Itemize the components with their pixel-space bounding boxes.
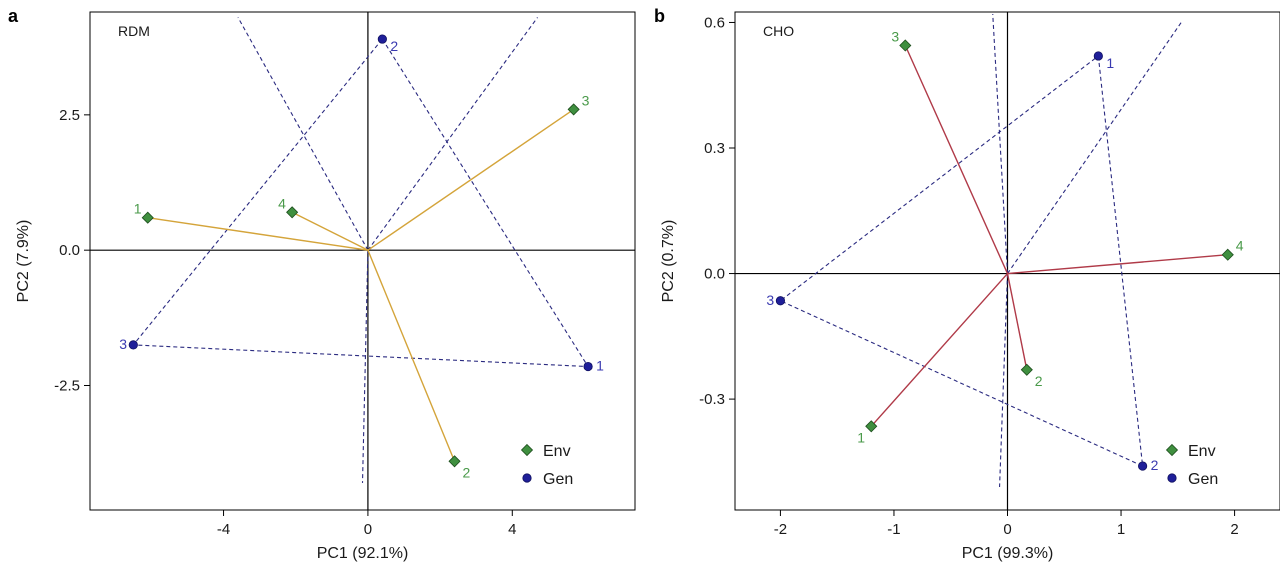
y-axis-label: PC2 (7.9%) — [15, 220, 32, 303]
env-label: 3 — [582, 92, 590, 108]
x-tick-label: 1 — [1117, 521, 1125, 538]
gen-label: 3 — [766, 292, 774, 308]
legend-gen-label: Gen — [1188, 471, 1218, 488]
x-tick-label: -4 — [217, 521, 230, 538]
legend-gen-marker — [522, 473, 532, 483]
sector-ray — [1007, 22, 1182, 274]
env-vector — [367, 108, 575, 251]
x-tick-label: -1 — [887, 521, 900, 538]
sector-ray — [999, 273, 1009, 488]
env-point — [567, 103, 580, 116]
sector-ray — [992, 14, 1009, 274]
env-vector — [870, 273, 1009, 427]
env-point — [448, 455, 461, 468]
x-tick-label: 2 — [1230, 521, 1238, 538]
x-tick-label: 0 — [1003, 521, 1011, 538]
env-vector — [1007, 254, 1228, 275]
y-tick-label: -2.5 — [54, 378, 80, 395]
sector-ray — [237, 17, 369, 251]
env-vector — [1006, 273, 1028, 370]
y-tick-label: 0.0 — [704, 266, 725, 283]
env-vector — [904, 45, 1009, 274]
panel-b: CHO -2 -1 0 1 2 -0.3 0.0 0.3 0.6 PC1 (99.3%) PC2 (0… — [660, 11, 1280, 562]
plot-frame — [89, 11, 636, 511]
legend-gen-label: Gen — [543, 471, 573, 488]
panel-letter-a: a — [8, 6, 19, 26]
gen-point — [583, 361, 593, 372]
sector-ray — [361, 250, 369, 483]
env-label: 1 — [134, 201, 142, 217]
env-point — [865, 420, 878, 433]
env-label: 2 — [463, 464, 471, 480]
gen-label: 1 — [1106, 55, 1114, 71]
panel-a: RDM -4 0 4 -2.5 0.0 2.5 PC1 (92.1%) PC2 (7.9%) 1 2… — [15, 11, 636, 562]
chart-title: RDM — [118, 23, 150, 39]
x-axis-label: PC1 (92.1%) — [317, 545, 409, 562]
legend-env-marker — [520, 443, 534, 457]
gen-label: 1 — [596, 358, 604, 374]
gen-point — [1093, 51, 1103, 61]
y-tick-label: 0.6 — [704, 14, 725, 31]
y-axis-label: PC2 (0.7%) — [660, 220, 677, 303]
env-label: 3 — [891, 28, 899, 44]
env-label: 4 — [1236, 238, 1244, 254]
legend-env-label: Env — [543, 443, 571, 460]
env-vector — [367, 249, 456, 462]
gen-label: 3 — [119, 336, 127, 352]
x-axis-label: PC1 (99.3%) — [962, 545, 1054, 562]
legend-env-label: Env — [1188, 443, 1216, 460]
sector-ray — [367, 17, 538, 251]
env-point — [141, 211, 154, 224]
x-tick-label: 0 — [364, 521, 372, 538]
chart-title: CHO — [763, 23, 794, 39]
y-tick-label: 0.0 — [59, 242, 80, 259]
env-label: 1 — [857, 429, 865, 445]
gen-point — [1138, 461, 1148, 471]
gen-point — [377, 34, 387, 44]
y-tick-label: 0.3 — [704, 140, 725, 157]
genotype-polygon — [132, 38, 590, 368]
env-vector — [147, 217, 369, 251]
env-point — [899, 39, 912, 52]
env-point — [1221, 248, 1234, 261]
legend-env-marker — [1165, 443, 1179, 457]
panel-letter-b: b — [654, 6, 665, 26]
x-tick-label: 4 — [508, 521, 516, 538]
x-tick-label: -2 — [774, 521, 787, 538]
gen-label: 2 — [1151, 457, 1159, 473]
env-label: 4 — [278, 195, 286, 211]
genotype-polygon — [779, 54, 1144, 467]
gen-label: 2 — [390, 38, 398, 54]
gen-point — [128, 340, 138, 350]
env-label: 2 — [1035, 373, 1043, 389]
env-point — [286, 206, 299, 219]
legend-gen-marker — [1167, 473, 1177, 483]
y-tick-label: -0.3 — [699, 391, 725, 408]
y-tick-label: 2.5 — [59, 107, 80, 124]
env-vector — [291, 211, 369, 251]
gen-point — [775, 296, 786, 306]
env-point — [1020, 363, 1033, 376]
